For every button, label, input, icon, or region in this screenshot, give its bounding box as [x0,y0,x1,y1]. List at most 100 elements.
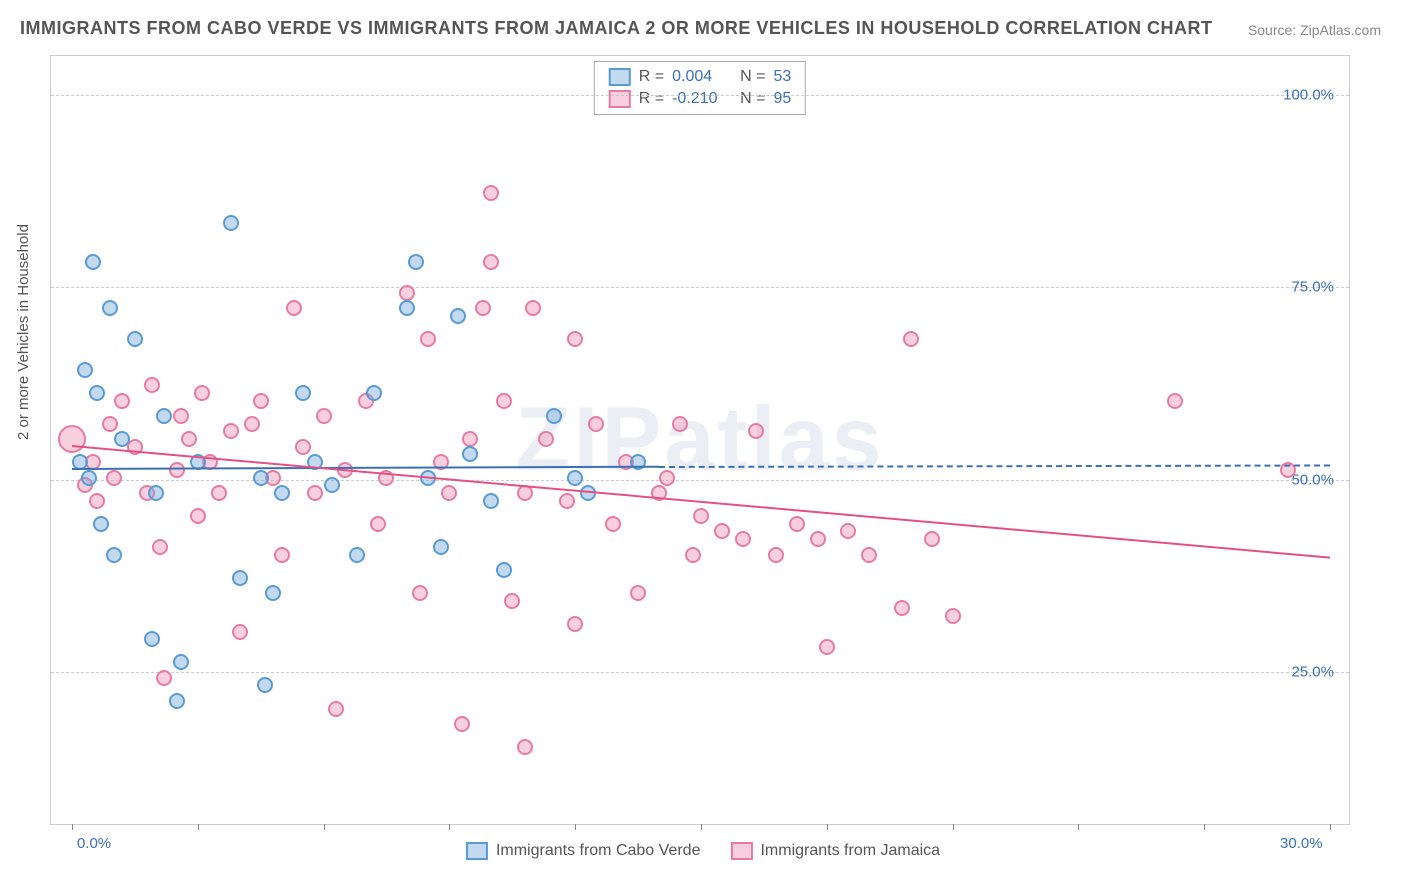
data-point [588,416,604,432]
data-point [328,701,344,717]
x-tick-mark [701,824,702,830]
data-point [295,439,311,455]
data-point [483,185,499,201]
data-point [441,485,457,501]
x-tick-label: 0.0% [77,835,111,852]
legend-item: Immigrants from Jamaica [730,842,940,860]
legend-n-value: 95 [773,90,791,108]
data-point [567,470,583,486]
data-point [257,677,273,693]
data-point [274,547,290,563]
data-point [223,423,239,439]
data-point [232,570,248,586]
data-point [211,485,227,501]
data-point [106,547,122,563]
x-tick-mark [198,824,199,830]
data-point [156,670,172,686]
data-point [685,547,701,563]
data-point [546,408,562,424]
data-point [496,562,512,578]
data-point [483,493,499,509]
legend-r-label: R = [639,90,664,108]
data-point [630,585,646,601]
data-point [735,531,751,547]
data-point [286,300,302,316]
data-point [156,408,172,424]
data-point [244,416,260,432]
data-point [1167,393,1183,409]
data-point [810,531,826,547]
legend-item: Immigrants from Cabo Verde [466,842,701,860]
data-point [861,547,877,563]
series-legend: Immigrants from Cabo Verde Immigrants fro… [466,842,940,860]
data-point [483,254,499,270]
data-point [173,654,189,670]
legend-swatch [609,90,631,108]
data-point [840,523,856,539]
data-point [295,385,311,401]
legend-swatch [609,68,631,86]
legend-row: R = 0.004 N = 53 [609,66,791,88]
data-point [127,331,143,347]
gridline [51,95,1349,96]
data-point [462,431,478,447]
data-point [517,739,533,755]
x-tick-mark [827,824,828,830]
legend-label: Immigrants from Cabo Verde [496,842,701,860]
data-point [450,308,466,324]
data-point [114,393,130,409]
data-point [232,624,248,640]
y-tick-label: 100.0% [1283,86,1334,103]
data-point [538,431,554,447]
data-point [106,470,122,486]
data-point [274,485,290,501]
trend-line-extrapolated [659,464,1330,468]
trend-line [72,445,1330,559]
data-point [945,608,961,624]
y-tick-label: 50.0% [1291,471,1334,488]
data-point [462,446,478,462]
legend-r-value: 0.004 [672,68,732,86]
gridline [51,287,1349,288]
data-point [58,425,86,453]
data-point [567,331,583,347]
data-point [672,416,688,432]
x-tick-mark [953,824,954,830]
y-tick-label: 75.0% [1291,279,1334,296]
data-point [496,393,512,409]
data-point [89,493,105,509]
data-point [768,547,784,563]
data-point [265,585,281,601]
data-point [102,416,118,432]
data-point [324,477,340,493]
data-point [223,215,239,231]
data-point [605,516,621,532]
gridline [51,480,1349,481]
data-point [253,393,269,409]
legend-n-label: N = [740,68,765,86]
legend-n-value: 53 [773,68,791,86]
data-point [114,431,130,447]
data-point [349,547,365,563]
x-tick-label: 30.0% [1280,835,1323,852]
x-tick-mark [1330,824,1331,830]
legend-swatch [466,842,488,860]
data-point [924,531,940,547]
data-point [181,431,197,447]
data-point [819,639,835,655]
data-point [102,300,118,316]
data-point [903,331,919,347]
data-point [433,539,449,555]
data-point [152,539,168,555]
data-point [169,693,185,709]
x-tick-mark [1204,824,1205,830]
gridline [51,672,1349,673]
data-point [173,408,189,424]
data-point [408,254,424,270]
data-point [93,516,109,532]
data-point [504,593,520,609]
legend-r-label: R = [639,68,664,86]
data-point [144,377,160,393]
data-point [399,285,415,301]
data-point [307,485,323,501]
